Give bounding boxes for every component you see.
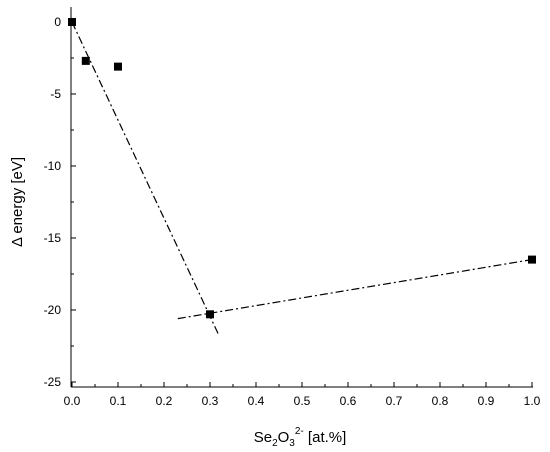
x-axis-label: Se2O32- [at.%] — [254, 426, 347, 449]
y-tick-label: -5 — [50, 87, 61, 101]
y-tick-label: -25 — [44, 375, 62, 389]
fit-line — [71, 21, 220, 337]
x-label-mid: O — [278, 429, 290, 446]
data-point — [528, 255, 536, 264]
data-point — [206, 310, 214, 319]
y-tick-label: -10 — [44, 159, 62, 173]
x-tick-label: 0.8 — [432, 394, 449, 408]
x-tick-label: 0.6 — [340, 394, 357, 408]
x-label-sub2: 3 — [289, 438, 295, 449]
data-points — [68, 18, 536, 319]
x-label-sub1: 2 — [272, 438, 278, 449]
x-tick-label: 0.1 — [110, 394, 127, 408]
x-tick-label: 0.0 — [64, 394, 81, 408]
x-label-rest: [at.%] — [304, 429, 347, 446]
y-axis-label: Δ energy [eV] — [9, 157, 26, 247]
x-tick-label: 0.4 — [248, 394, 265, 408]
x-label-sup: 2- — [295, 426, 304, 437]
data-point — [68, 18, 76, 26]
axes: 0.0 0.1 0.2 0.3 0.4 0.5 0.6 0.7 0.8 0.9 1.0 0 -5 -10 -… — [44, 7, 541, 408]
x-tick-label: 0.2 — [156, 394, 173, 408]
y-tick-label: 0 — [54, 15, 61, 29]
y-tick-label: -20 — [44, 303, 62, 317]
x-tick-label: 0.3 — [202, 394, 219, 408]
y-tick-label: -15 — [44, 231, 62, 245]
data-point — [114, 62, 122, 71]
x-tick-label: 0.5 — [294, 394, 311, 408]
fit-line — [177, 259, 533, 320]
x-tick-label: 0.7 — [386, 394, 403, 408]
fit-lines — [71, 21, 533, 337]
x-tick-label: 1.0 — [524, 394, 541, 408]
x-tick-label: 0.9 — [478, 394, 495, 408]
x-label-base: Se — [254, 429, 272, 446]
data-point — [81, 56, 90, 65]
